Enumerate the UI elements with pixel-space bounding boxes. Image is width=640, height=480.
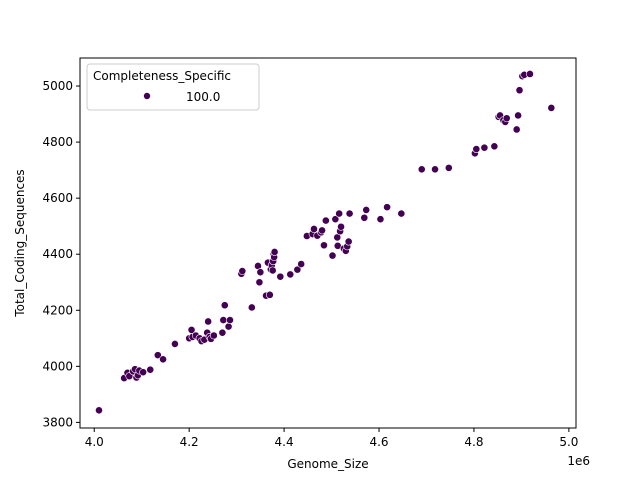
data-point — [335, 209, 344, 218]
data-point — [547, 103, 556, 112]
data-point — [512, 125, 521, 134]
data-point — [444, 163, 453, 172]
plot-frame — [79, 57, 577, 429]
x-axis-offset-label: 1e6 — [567, 454, 590, 468]
y-tick-label: 4200 — [42, 303, 73, 317]
data-point — [344, 237, 353, 246]
data-point — [480, 143, 489, 152]
legend-title: Completeness_Specific — [93, 69, 231, 83]
x-tick-label: 4.6 — [369, 435, 388, 449]
data-point — [383, 203, 391, 212]
y-tick-label: 4600 — [42, 191, 73, 205]
data-point — [256, 268, 265, 277]
data-point — [310, 225, 318, 233]
y-tick-label: 5000 — [42, 79, 73, 93]
data-point — [209, 331, 218, 340]
data-point — [146, 365, 155, 374]
data-point — [502, 114, 511, 123]
data-point — [514, 111, 522, 120]
data-point — [255, 278, 264, 287]
x-tick-label: 4.0 — [85, 435, 104, 449]
data-point — [276, 272, 285, 281]
data-point — [297, 260, 306, 268]
legend-box — [86, 63, 260, 111]
data-point — [417, 165, 426, 174]
y-tick-label: 4800 — [42, 135, 73, 149]
y-tick-label: 4000 — [42, 359, 73, 373]
data-point — [293, 265, 302, 274]
legend-entry-label: 100.0 — [186, 90, 220, 104]
data-point — [95, 406, 103, 415]
y-tick-label: 3800 — [42, 415, 73, 429]
data-point — [159, 355, 167, 364]
y-tick-label: 4400 — [42, 247, 73, 261]
data-point — [362, 206, 371, 214]
data-point — [226, 316, 234, 324]
y-axis-label: Total_Coding_Sequences — [13, 169, 27, 317]
data-point — [320, 241, 328, 250]
data-point — [397, 209, 406, 218]
data-point — [247, 303, 256, 312]
data-point — [490, 142, 499, 151]
data-point — [515, 86, 524, 95]
data-point — [376, 215, 385, 224]
legend-marker — [143, 92, 151, 100]
data-point — [153, 351, 162, 360]
data-point — [472, 145, 481, 153]
data-point — [224, 322, 233, 331]
data-point — [526, 70, 534, 78]
data-point — [286, 270, 295, 279]
data-point — [219, 316, 228, 324]
data-point — [218, 328, 227, 337]
data-point — [328, 251, 337, 260]
data-point — [431, 165, 439, 174]
x-tick-label: 5.0 — [559, 435, 578, 449]
x-axis-ticks: 4.0 4.2 4.4 4.6 4.8 5.0 — [85, 428, 578, 449]
data-point — [331, 215, 340, 224]
x-axis-label: Genome_Size — [287, 457, 368, 471]
data-point — [204, 317, 213, 326]
data-point — [318, 226, 326, 235]
x-tick-label: 4.2 — [180, 435, 199, 449]
legend: Completeness_Specific 100.0 — [86, 63, 260, 111]
x-tick-label: 4.4 — [275, 435, 294, 449]
data-point — [220, 301, 229, 310]
x-tick-label: 4.8 — [464, 435, 483, 449]
data-point — [238, 267, 247, 275]
data-point — [268, 266, 277, 275]
data-point — [337, 222, 345, 231]
data-point — [171, 340, 179, 348]
data-points — [95, 70, 556, 415]
data-point — [270, 248, 279, 256]
data-point — [360, 213, 369, 222]
data-point — [321, 216, 330, 225]
data-point — [265, 290, 274, 299]
y-axis-ticks: 3800 4000 4200 4400 4600 4800 5000 — [42, 79, 80, 429]
data-point — [139, 368, 148, 377]
data-point — [345, 209, 354, 218]
